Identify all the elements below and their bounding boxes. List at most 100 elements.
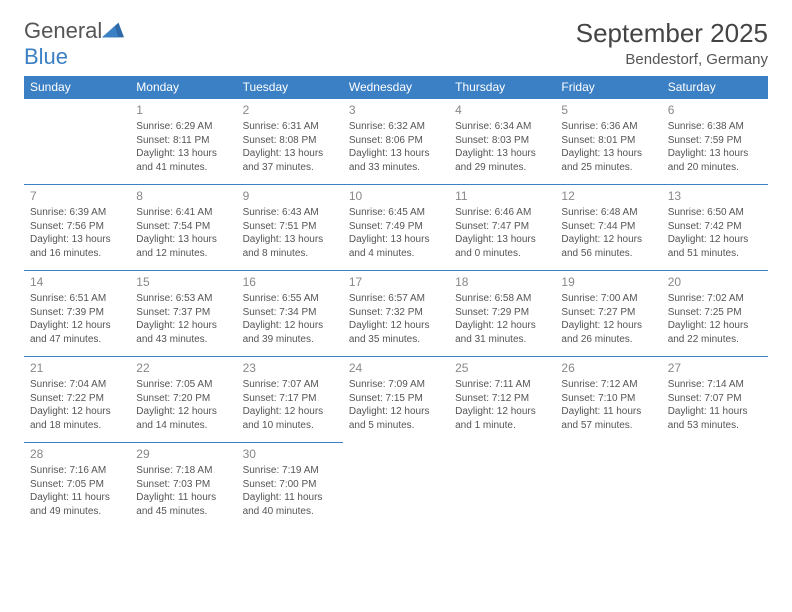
daylight-text: Daylight: 13 hours and 8 minutes. [243, 233, 337, 260]
sunset-text: Sunset: 8:08 PM [243, 134, 337, 148]
day-number: 29 [136, 446, 230, 462]
daylight-text: Daylight: 11 hours and 40 minutes. [243, 491, 337, 518]
location: Bendestorf, Germany [576, 51, 768, 68]
daylight-text: Daylight: 11 hours and 57 minutes. [561, 405, 655, 432]
day-cell: 10Sunrise: 6:45 AMSunset: 7:49 PMDayligh… [343, 185, 449, 271]
day-cell: 8Sunrise: 6:41 AMSunset: 7:54 PMDaylight… [130, 185, 236, 271]
day-cell: 16Sunrise: 6:55 AMSunset: 7:34 PMDayligh… [237, 271, 343, 357]
logo-triangle-icon [102, 22, 124, 38]
day-number: 11 [455, 188, 549, 204]
daylight-text: Daylight: 12 hours and 26 minutes. [561, 319, 655, 346]
sunset-text: Sunset: 7:20 PM [136, 392, 230, 406]
sunset-text: Sunset: 7:54 PM [136, 220, 230, 234]
day-number: 15 [136, 274, 230, 290]
day-header: Saturday [662, 76, 768, 99]
day-number: 26 [561, 360, 655, 376]
sunset-text: Sunset: 7:25 PM [668, 306, 762, 320]
sunrise-text: Sunrise: 6:53 AM [136, 292, 230, 306]
daylight-text: Daylight: 12 hours and 22 minutes. [668, 319, 762, 346]
sunset-text: Sunset: 7:27 PM [561, 306, 655, 320]
day-cell: 3Sunrise: 6:32 AMSunset: 8:06 PMDaylight… [343, 99, 449, 185]
week-row: 1Sunrise: 6:29 AMSunset: 8:11 PMDaylight… [24, 99, 768, 185]
day-cell: 15 Sunrise: 6:53 AMSunset: 7:37 PMDayligh… [130, 271, 236, 357]
day-cell: 12Sunrise: 6:48 AMSunset: 7:44 PMDayligh… [555, 185, 661, 271]
day-cell: 25Sunrise: 7:11 AMSunset: 7:12 PMDayligh… [449, 357, 555, 443]
sunrise-text: Sunrise: 7:09 AM [349, 378, 443, 392]
sunset-text: Sunset: 7:10 PM [561, 392, 655, 406]
daylight-text: Daylight: 13 hours and 16 minutes. [30, 233, 124, 260]
day-cell [555, 443, 661, 529]
day-number: 18 [455, 274, 549, 290]
calendar-body: 1Sunrise: 6:29 AMSunset: 8:11 PMDaylight… [24, 99, 768, 529]
day-cell [343, 443, 449, 529]
title-block: September 2025 Bendestorf, Germany [576, 18, 768, 68]
day-header: Wednesday [343, 76, 449, 99]
sunset-text: Sunset: 7:32 PM [349, 306, 443, 320]
daylight-text: Daylight: 12 hours and 1 minute. [455, 405, 549, 432]
daylight-text: Daylight: 12 hours and 5 minutes. [349, 405, 443, 432]
sunset-text: Sunset: 7:15 PM [349, 392, 443, 406]
day-number: 24 [349, 360, 443, 376]
sunrise-text: Sunrise: 6:58 AM [455, 292, 549, 306]
day-cell: 21Sunrise: 7:04 AMSunset: 7:22 PMDayligh… [24, 357, 130, 443]
daylight-text: Daylight: 13 hours and 20 minutes. [668, 147, 762, 174]
daylight-text: Daylight: 11 hours and 53 minutes. [668, 405, 762, 432]
day-cell: 6Sunrise: 6:38 AMSunset: 7:59 PMDaylight… [662, 99, 768, 185]
day-number: 10 [349, 188, 443, 204]
week-row: 28Sunrise: 7:16 AMSunset: 7:05 PMDayligh… [24, 443, 768, 529]
daylight-text: Daylight: 12 hours and 51 minutes. [668, 233, 762, 260]
month-title: September 2025 [576, 18, 768, 49]
daylight-text: Daylight: 13 hours and 12 minutes. [136, 233, 230, 260]
daylight-text: Daylight: 12 hours and 39 minutes. [243, 319, 337, 346]
day-cell: 19Sunrise: 7:00 AMSunset: 7:27 PMDayligh… [555, 271, 661, 357]
logo-text-2: Blue [24, 44, 68, 69]
sunrise-text: Sunrise: 6:38 AM [668, 120, 762, 134]
sunrise-text: Sunrise: 6:48 AM [561, 206, 655, 220]
day-number: 16 [243, 274, 337, 290]
daylight-text: Daylight: 12 hours and 43 minutes. [136, 319, 230, 346]
sunset-text: Sunset: 8:03 PM [455, 134, 549, 148]
sunset-text: Sunset: 7:22 PM [30, 392, 124, 406]
daylight-text: Daylight: 12 hours and 18 minutes. [30, 405, 124, 432]
sunrise-text: Sunrise: 6:29 AM [136, 120, 230, 134]
daylight-text: Daylight: 11 hours and 45 minutes. [136, 491, 230, 518]
sunrise-text: Sunrise: 6:43 AM [243, 206, 337, 220]
sunrise-text: Sunrise: 6:50 AM [668, 206, 762, 220]
day-number: 6 [668, 102, 762, 118]
day-cell: 28Sunrise: 7:16 AMSunset: 7:05 PMDayligh… [24, 443, 130, 529]
sunset-text: Sunset: 7:42 PM [668, 220, 762, 234]
sunrise-text: Sunrise: 6:46 AM [455, 206, 549, 220]
sunrise-text: Sunrise: 6:45 AM [349, 206, 443, 220]
sunset-text: Sunset: 7:47 PM [455, 220, 549, 234]
day-cell: 26 Sunrise: 7:12 AMSunset: 7:10 PMDayligh… [555, 357, 661, 443]
sunset-text: Sunset: 7:37 PM [136, 306, 230, 320]
sunset-text: Sunset: 7:12 PM [455, 392, 549, 406]
day-cell: 17Sunrise: 6:57 AMSunset: 7:32 PMDayligh… [343, 271, 449, 357]
calendar-table: SundayMondayTuesdayWednesdayThursdayFrid… [24, 76, 768, 529]
day-header: Friday [555, 76, 661, 99]
sunrise-text: Sunrise: 6:34 AM [455, 120, 549, 134]
daylight-text: Daylight: 13 hours and 37 minutes. [243, 147, 337, 174]
sunrise-text: Sunrise: 6:57 AM [349, 292, 443, 306]
day-number: 14 [30, 274, 124, 290]
daylight-text: Daylight: 12 hours and 14 minutes. [136, 405, 230, 432]
sunrise-text: Sunrise: 7:12 AM [561, 378, 655, 392]
day-cell: 2Sunrise: 6:31 AMSunset: 8:08 PMDaylight… [237, 99, 343, 185]
day-number: 4 [455, 102, 549, 118]
day-cell: 5Sunrise: 6:36 AMSunset: 8:01 PMDaylight… [555, 99, 661, 185]
sunset-text: Sunset: 7:00 PM [243, 478, 337, 492]
sunset-text: Sunset: 7:29 PM [455, 306, 549, 320]
daylight-text: Daylight: 13 hours and 33 minutes. [349, 147, 443, 174]
sunrise-text: Sunrise: 6:55 AM [243, 292, 337, 306]
sunrise-text: Sunrise: 6:36 AM [561, 120, 655, 134]
daylight-text: Daylight: 12 hours and 47 minutes. [30, 319, 124, 346]
day-cell: 11Sunrise: 6:46 AMSunset: 7:47 PMDayligh… [449, 185, 555, 271]
sunrise-text: Sunrise: 7:19 AM [243, 464, 337, 478]
day-cell: 30Sunrise: 7:19 AMSunset: 7:00 PMDayligh… [237, 443, 343, 529]
day-number: 13 [668, 188, 762, 204]
day-cell [662, 443, 768, 529]
logo: General Blue [24, 18, 124, 70]
day-number: 12 [561, 188, 655, 204]
day-number: 17 [349, 274, 443, 290]
daylight-text: Daylight: 11 hours and 49 minutes. [30, 491, 124, 518]
